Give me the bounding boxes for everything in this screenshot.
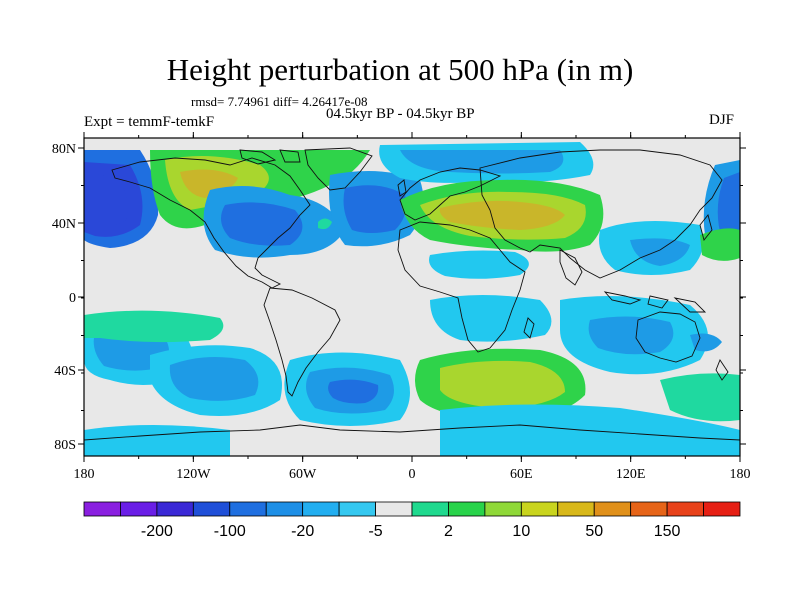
colorbar-box — [593, 501, 632, 517]
colorbar-box — [557, 501, 595, 517]
contour-fields — [84, 142, 740, 456]
colorbar-box — [83, 501, 121, 517]
contour-eurasia-high-core — [439, 200, 565, 230]
colorbar-label: 2 — [444, 523, 453, 540]
coast-arctic-islands — [239, 149, 301, 165]
plot-title: Height perturbation at 500 hPa (in m) — [166, 52, 634, 87]
contour-arctic-band-inner — [400, 150, 564, 174]
coast-greenland — [304, 147, 373, 191]
coast-africa — [397, 221, 526, 353]
season-label: DJF — [709, 112, 735, 128]
contour-south-pacific-green — [84, 310, 224, 343]
colorbar-label: 150 — [654, 523, 681, 540]
contour-north-pacific-inner — [84, 172, 128, 228]
colorbar-box — [520, 501, 559, 517]
lat-label: 80N — [52, 142, 76, 157]
lon-label: 60E — [510, 467, 533, 482]
colorbar-box — [229, 501, 267, 517]
contour-east-pacific-inner — [717, 172, 740, 240]
contour-indian-ocean-high-inner — [440, 360, 565, 408]
lat-label: 40N — [52, 217, 76, 232]
colorbar-label: 50 — [585, 523, 603, 540]
contour-tasman-spot — [690, 333, 722, 352]
coast-australia — [635, 311, 701, 363]
colorbar-box — [302, 501, 340, 517]
colorbar-boxes — [83, 501, 741, 517]
coast-india — [559, 249, 583, 286]
contour-atlantic-spot — [318, 218, 332, 230]
contour-south-america-high-inner — [169, 356, 259, 401]
colorbar-box — [411, 501, 449, 517]
coast-antarctica — [84, 424, 740, 441]
colorbar-box — [630, 501, 668, 517]
axis-ticks — [78, 132, 746, 462]
contour-south-atlantic-low-core — [328, 379, 379, 404]
lon-label: 60W — [289, 467, 317, 482]
contour-africa-low — [429, 250, 529, 279]
lon-label: 0 — [409, 467, 416, 482]
coast-asia — [479, 149, 723, 279]
contour-west-pacific-high — [700, 228, 740, 261]
contour-australia-low-inner — [588, 316, 674, 355]
coast-europe — [399, 167, 502, 221]
coastlines — [84, 147, 740, 441]
coast-uk — [397, 179, 407, 197]
colorbar-box — [120, 501, 158, 517]
coast-new-zealand — [715, 359, 729, 381]
coast-japan — [699, 214, 713, 241]
colorbar-box — [192, 501, 231, 517]
colorbar-box — [338, 501, 376, 517]
lon-label: 120E — [616, 467, 646, 482]
lon-label: 120W — [176, 467, 211, 482]
contour-asia-low-inner — [630, 238, 690, 266]
contour-south-africa-low — [430, 295, 552, 342]
lon-label: 180 — [730, 467, 751, 482]
colorbar-labels: -200 -100 -20 -5 2 10 50 150 — [141, 523, 681, 540]
colorbar-label: -20 — [291, 523, 314, 540]
colorbar-box — [666, 501, 704, 517]
experiment-label: Expt = temmF-temkF — [84, 114, 215, 130]
period-label: 04.5kyr BP - 04.5kyr BP — [326, 106, 475, 122]
lat-label: 40S — [54, 364, 76, 379]
coast-madagascar — [523, 317, 535, 339]
lat-label: 0 — [69, 291, 76, 306]
coast-north-america — [111, 157, 311, 289]
colorbar-box — [156, 501, 194, 517]
axis-tick-labels: 80N 40N 0 40S 80S 180 120W 60W 0 60E 120E 180 — [52, 142, 751, 482]
coast-indonesia — [603, 291, 707, 313]
colorbar-box — [265, 501, 304, 517]
contour-southern-ocean-green — [660, 373, 740, 422]
lat-label: 80S — [54, 438, 76, 453]
coast-south-america — [263, 287, 341, 397]
stats-label: rmsd= 7.74961 diff= 4.26417e-08 — [191, 94, 368, 109]
colorbar-label: 10 — [512, 523, 530, 540]
colorbar-label: -100 — [214, 523, 246, 540]
colorbar-label: -200 — [141, 523, 173, 540]
colorbar-box — [448, 501, 486, 517]
colorbar-box — [484, 501, 522, 517]
colorbar-label: -5 — [368, 523, 382, 540]
map-plot-area — [84, 138, 740, 456]
lon-label: 180 — [74, 467, 95, 482]
colorbar-box — [375, 501, 413, 517]
colorbar-box — [703, 501, 741, 517]
contour-mid-atlantic-low-inner — [343, 185, 407, 233]
